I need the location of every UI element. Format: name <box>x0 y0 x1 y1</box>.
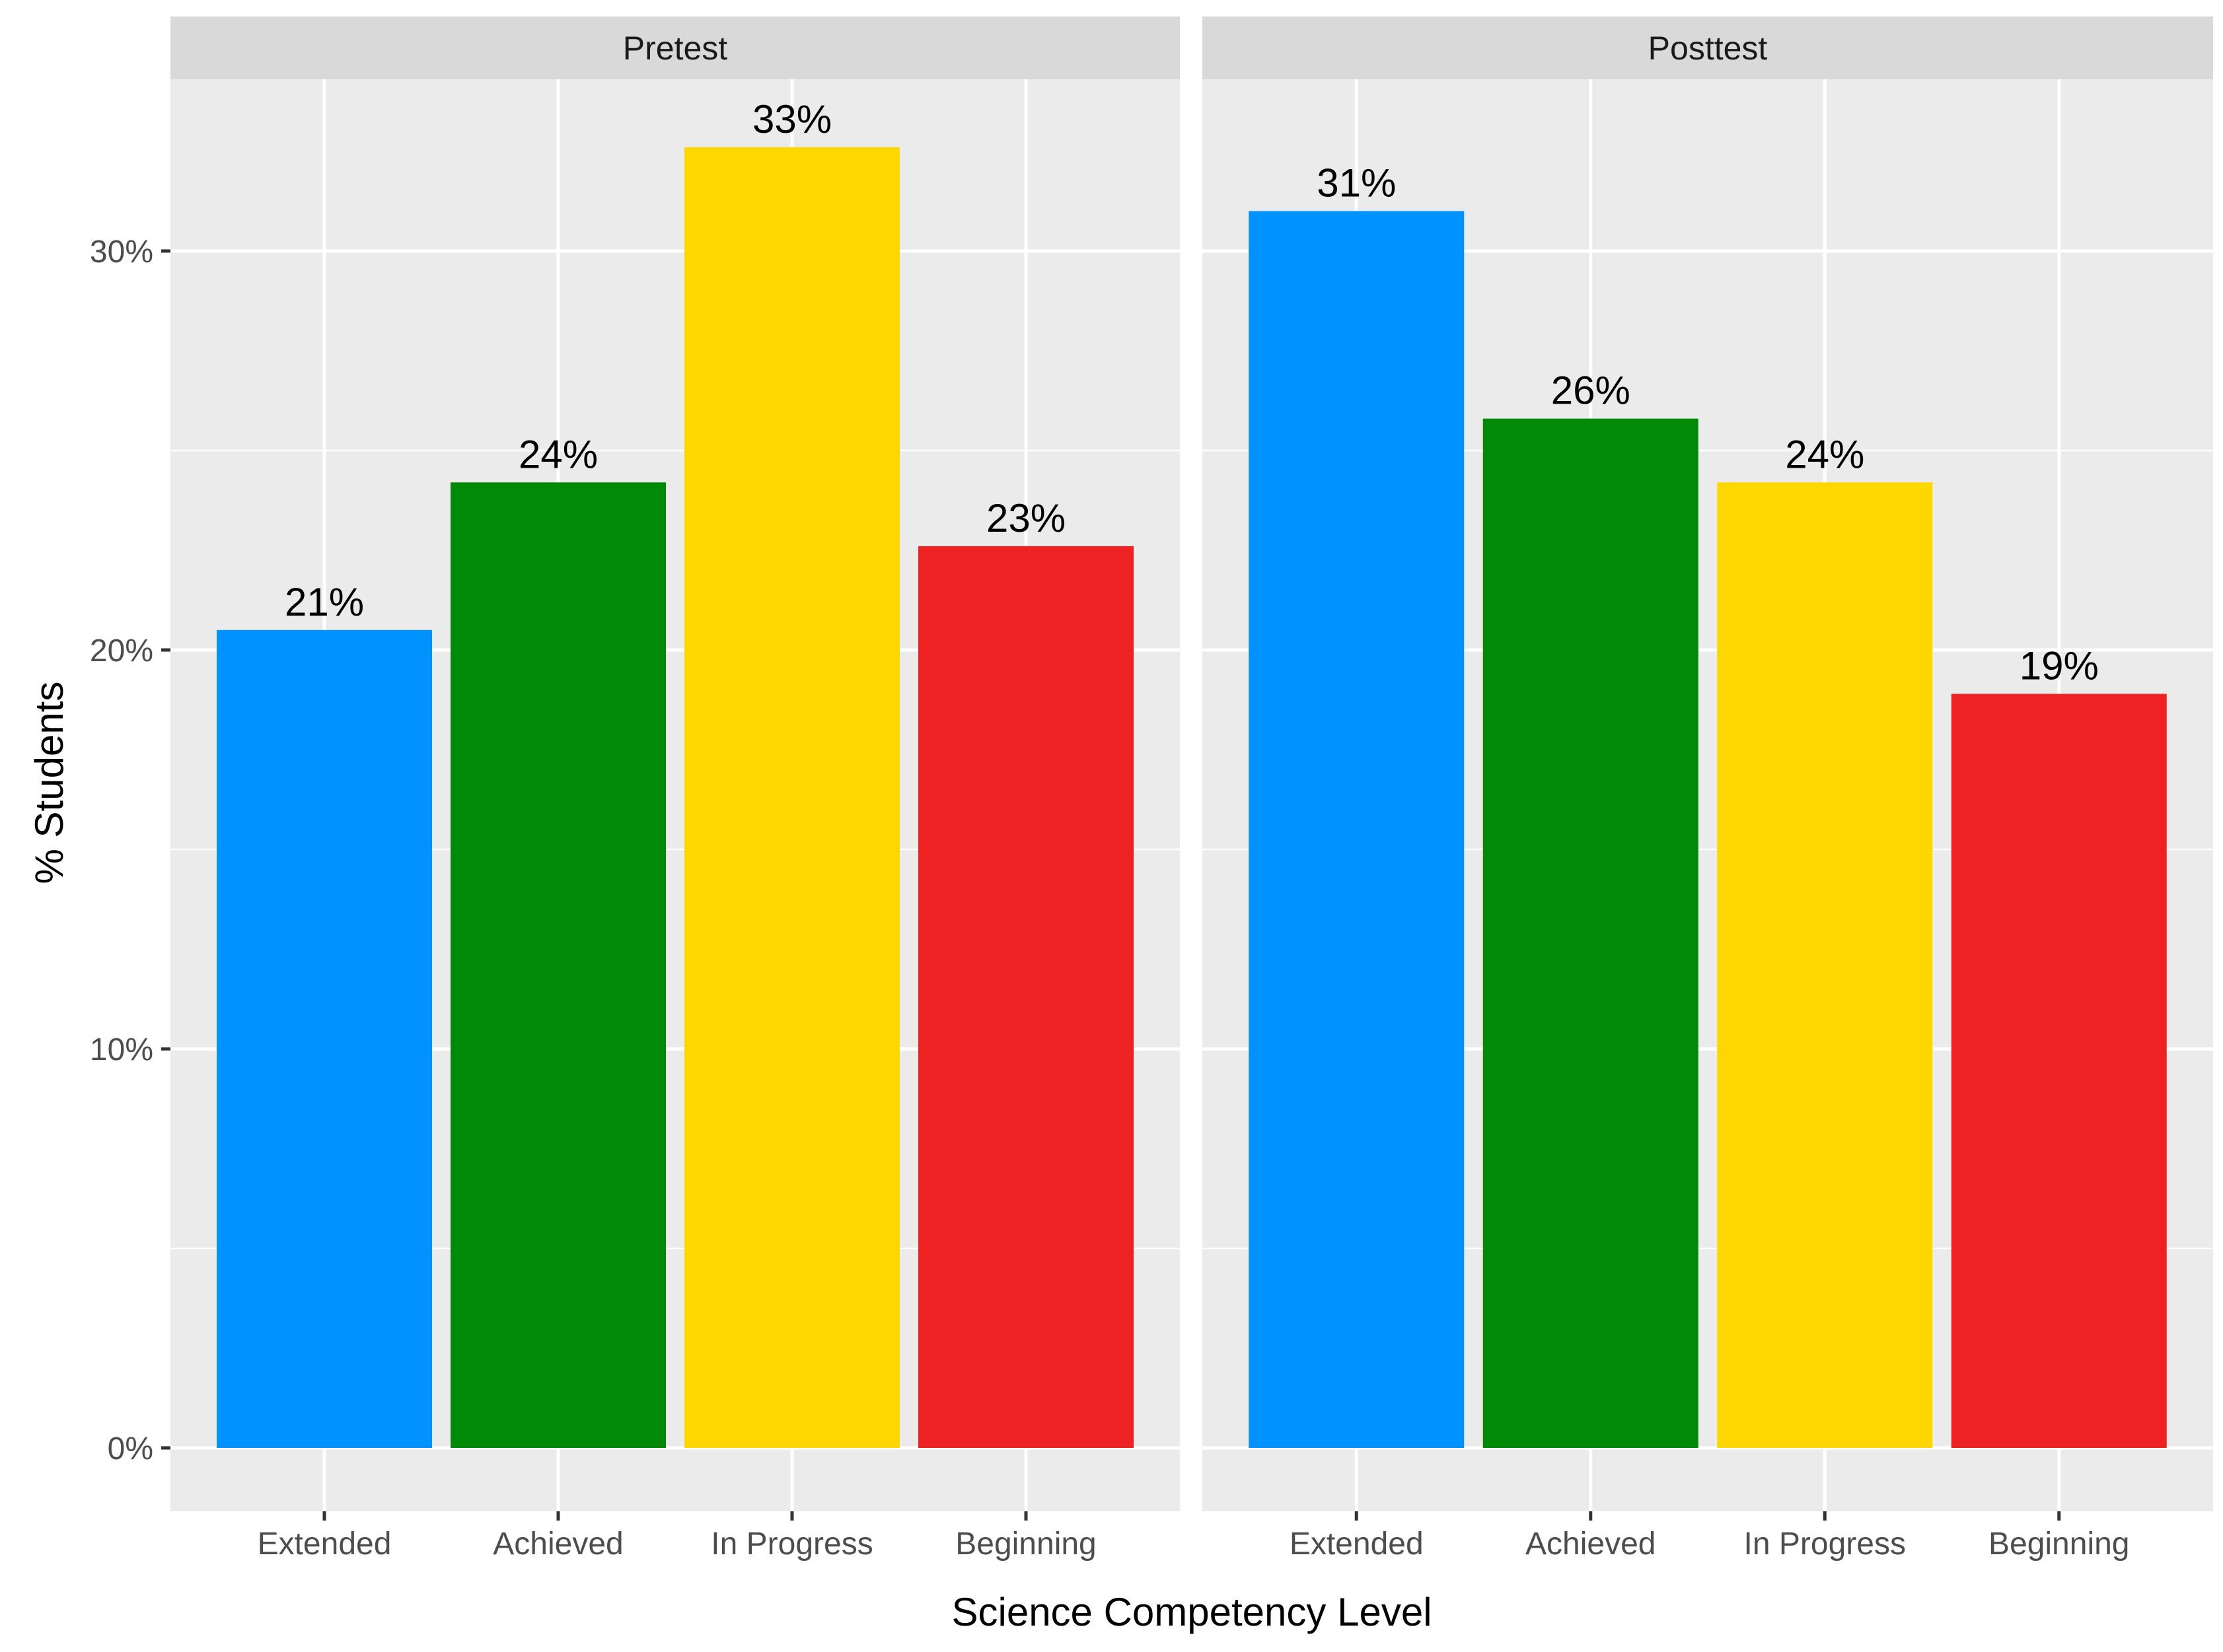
y-axis: 0% 10% 20% 30% <box>90 234 170 1466</box>
bar-pretest-extended <box>217 629 432 1448</box>
bar-posttest-in-progress <box>1717 482 1933 1448</box>
panel-pretest: Pretest 21% 24% 33% 23% Extended Achieved In Pr… <box>170 17 1180 1562</box>
x-tick-label: Extended <box>258 1526 392 1562</box>
y-tick-label: 30% <box>90 234 153 269</box>
y-tick-label: 0% <box>108 1431 153 1466</box>
bar-posttest-achieved <box>1482 418 1698 1449</box>
bar-posttest-beginning <box>1951 694 2167 1448</box>
y-axis-title: % Students <box>27 682 71 884</box>
facet-strip-label: Posttest <box>1648 30 1768 67</box>
bar-pretest-beginning <box>918 546 1134 1449</box>
x-tick-label: Beginning <box>955 1526 1097 1562</box>
x-tick-label: In Progress <box>1744 1526 1906 1562</box>
x-axis-title: Science Competency Level <box>951 1590 1432 1634</box>
bar-pretest-in-progress <box>684 147 900 1449</box>
facet-strip-label: Pretest <box>623 30 728 67</box>
value-label: 23% <box>986 496 1066 540</box>
value-label: 26% <box>1551 369 1630 413</box>
value-label: 24% <box>1785 432 1864 476</box>
panels-layer: Pretest 21% 24% 33% 23% Extended Achieved In Pr… <box>170 17 2213 1562</box>
x-tick-label: Achieved <box>1525 1526 1656 1562</box>
x-tick-label: Beginning <box>1988 1526 2130 1562</box>
x-tick-label: In Progress <box>711 1526 873 1562</box>
bar-posttest-extended <box>1249 211 1465 1449</box>
value-label: 24% <box>519 432 598 476</box>
x-tick-label: Extended <box>1290 1526 1424 1562</box>
value-label: 33% <box>752 97 832 141</box>
value-label: 21% <box>285 580 364 624</box>
value-label: 19% <box>2020 643 2099 688</box>
bar-pretest-achieved <box>451 482 666 1448</box>
facet-strip <box>170 17 1180 79</box>
facet-strip <box>1202 17 2213 79</box>
y-tick-label: 20% <box>90 633 153 668</box>
value-label: 31% <box>1317 161 1396 205</box>
y-tick-label: 10% <box>90 1032 153 1067</box>
x-tick-label: Achieved <box>493 1526 623 1562</box>
panel-posttest: Posttest 31% 26% 24% 19% Extended Achieved In P… <box>1202 17 2213 1562</box>
